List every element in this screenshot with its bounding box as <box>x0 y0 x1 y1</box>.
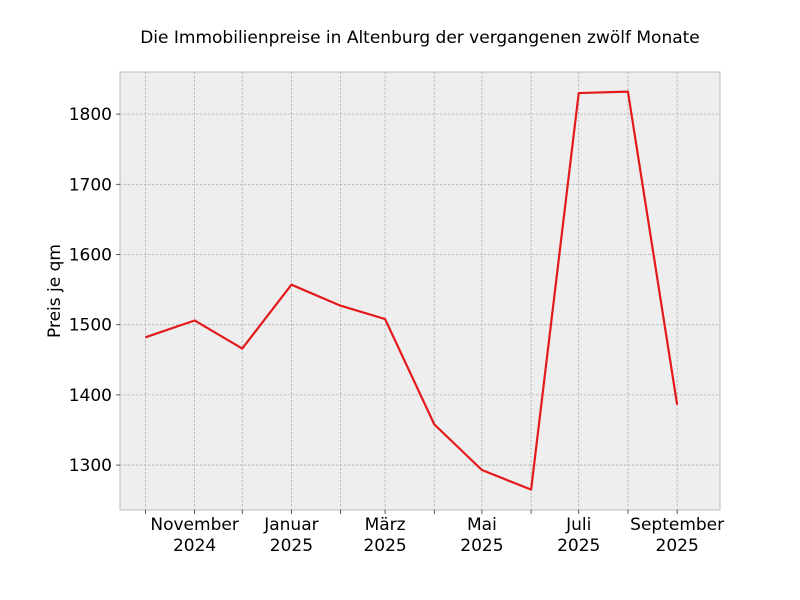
chart-title: Die Immobilienpreise in Altenburg der ve… <box>140 28 700 48</box>
x-tick-label-year: 2025 <box>656 536 699 556</box>
x-tick-label-month: März <box>365 515 406 535</box>
x-tick-label: Januar 2025 <box>263 515 318 556</box>
data-point: 1386 <box>674 402 680 408</box>
data-point: 1527 <box>338 303 344 309</box>
y-tick-label: 1400 <box>69 386 112 406</box>
x-tick-label-year: 2025 <box>460 536 503 556</box>
x-tick-label-month: November <box>150 515 238 535</box>
x-tick-label: November 2024 <box>150 515 238 556</box>
x-tick-label-year: 2024 <box>173 536 216 556</box>
data-point: 1466 <box>239 346 245 352</box>
y-tick-label: 1600 <box>69 246 112 266</box>
data-point: 1832 <box>625 89 631 95</box>
data-point: 1482 <box>142 334 148 340</box>
y-tick-label: 1300 <box>69 456 112 476</box>
data-point: 1358 <box>431 421 437 427</box>
data-point: 1830 <box>576 90 582 96</box>
y-tick-label: 1700 <box>69 175 112 195</box>
data-point: 1508 <box>382 316 388 322</box>
data-point: 1293 <box>479 467 485 473</box>
data-point: 1557 <box>288 282 294 288</box>
series-layer: 1482 1506 1466 1557 1527 1508 1358 1293 1265 1830… <box>142 89 680 493</box>
x-tick-label-month: Juli <box>565 515 591 535</box>
y-tick-label: 1800 <box>69 105 112 125</box>
data-point: 1265 <box>528 487 534 493</box>
x-tick-label-year: 2025 <box>363 536 406 556</box>
y-axis-label: Preis je qm <box>45 244 65 338</box>
plot-area <box>119 71 721 511</box>
y-tick-label: 1500 <box>69 316 112 336</box>
x-tick-label: Mai 2025 <box>460 515 503 556</box>
x-tick-label-month: Mai <box>467 515 497 535</box>
x-tick-label-year: 2025 <box>270 536 313 556</box>
series-line <box>145 90 679 491</box>
grid <box>120 72 720 510</box>
data-point: 1506 <box>192 317 198 323</box>
x-tick-label: September 2025 <box>630 515 724 556</box>
x-tick-label: Juli 2025 <box>557 515 600 556</box>
x-tick-label-month: Januar <box>263 515 318 535</box>
x-tick-label-month: September <box>630 515 724 535</box>
x-tick-label: März 2025 <box>363 515 406 556</box>
x-tick-label-year: 2025 <box>557 536 600 556</box>
